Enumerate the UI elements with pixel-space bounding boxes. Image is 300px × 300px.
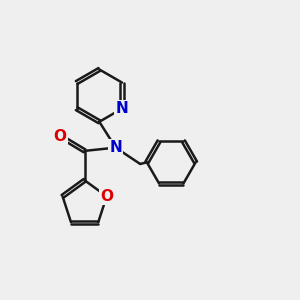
- Text: O: O: [54, 129, 67, 144]
- Text: N: N: [116, 101, 128, 116]
- Text: O: O: [100, 189, 113, 204]
- Text: N: N: [109, 140, 122, 155]
